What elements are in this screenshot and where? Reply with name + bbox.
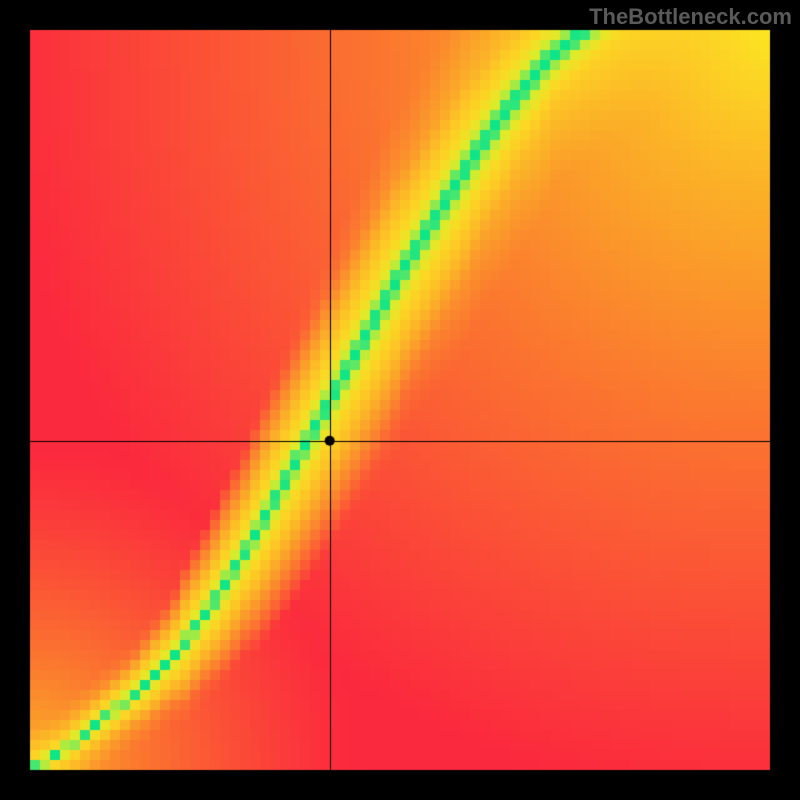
stage: TheBottleneck.com bbox=[0, 0, 800, 800]
watermark-text: TheBottleneck.com bbox=[589, 4, 792, 30]
bottleneck-heatmap bbox=[0, 0, 800, 800]
